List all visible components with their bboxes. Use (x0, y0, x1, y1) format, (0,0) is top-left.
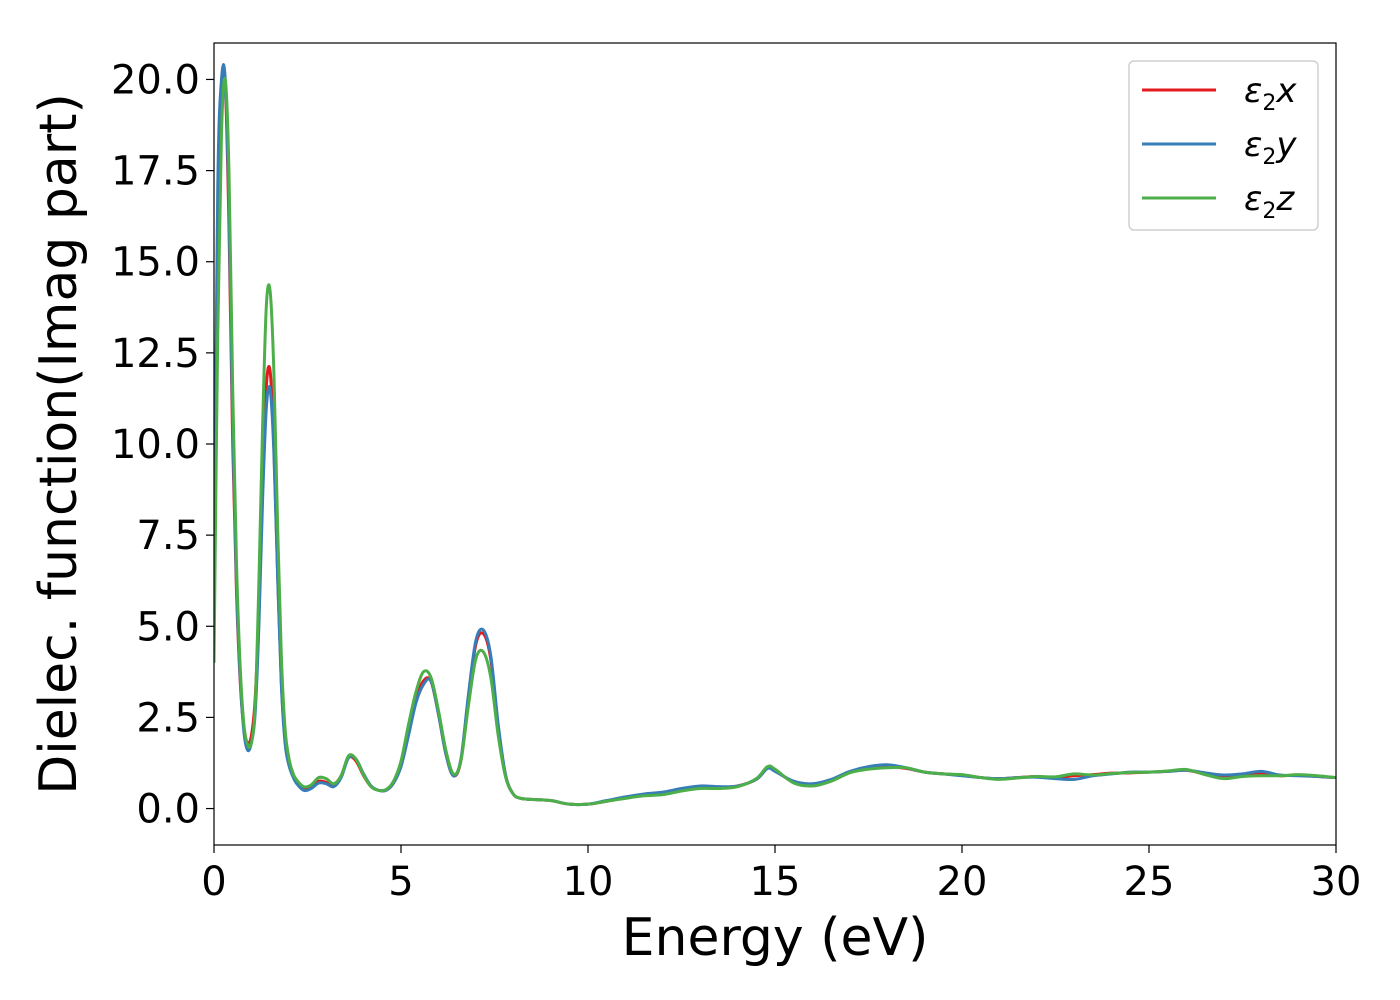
y-tick-label: 5.0 (136, 604, 200, 650)
y-tick-label: 15.0 (111, 240, 200, 286)
y-tick-label: 12.5 (111, 331, 200, 377)
series-line-z (214, 76, 1336, 807)
x-tick-label: 5 (388, 859, 413, 905)
y-tick-label: 2.5 (136, 695, 200, 741)
legend-box (1128, 60, 1319, 231)
legend-label-z: ε2z (1244, 179, 1295, 224)
series-lines (214, 63, 1336, 807)
x-tick-label: 25 (1124, 859, 1175, 905)
y-tick-label: 20.0 (111, 57, 200, 103)
y-tick-label: 10.0 (111, 422, 200, 468)
legend-label-y: ε2y (1244, 125, 1297, 170)
y-tick-label: 7.5 (136, 513, 200, 559)
legend: ε2x ε2y ε2z (1128, 60, 1319, 231)
y-tick-label: 0.0 (136, 787, 200, 833)
legend-label-x: ε2x (1244, 71, 1297, 116)
x-tick-label: 15 (750, 859, 801, 905)
x-tick-label: 0 (201, 859, 226, 905)
y-axis: 0.0 2.5 5.0 7.5 10.0 12.5 15.0 17.5 20.0 (111, 57, 214, 833)
y-axis-label: Dielec. function(Imag part) (29, 93, 89, 795)
y-tick-label: 17.5 (111, 149, 200, 195)
x-axis: 0 5 10 15 20 25 30 (201, 845, 1361, 905)
x-tick-label: 30 (1311, 859, 1362, 905)
x-tick-label: 10 (563, 859, 614, 905)
x-axis-label: Energy (eV) (622, 908, 929, 968)
x-tick-label: 20 (937, 859, 988, 905)
